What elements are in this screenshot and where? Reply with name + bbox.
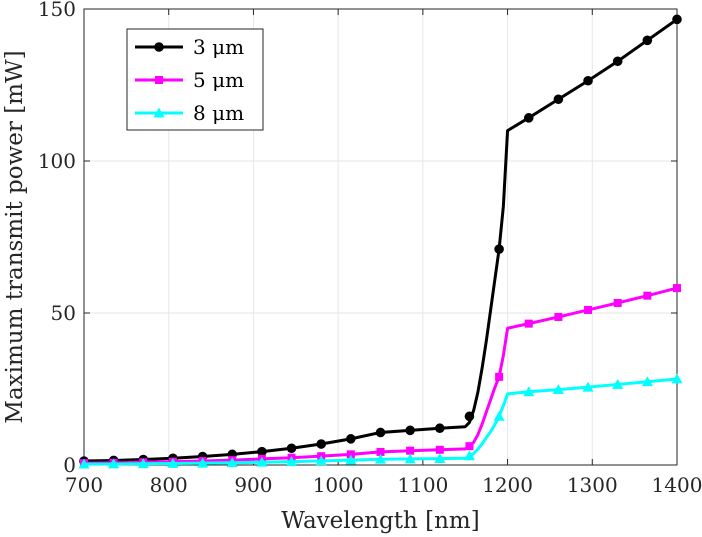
data-point	[346, 434, 356, 444]
data-point	[405, 425, 415, 436]
data-point	[137, 458, 149, 469]
data-point	[495, 372, 504, 381]
data-point	[673, 284, 681, 293]
data-point	[523, 113, 534, 123]
data-point	[584, 305, 593, 314]
axis-ticks: 700 800 900 1000 1100 1200 1300 1400 0 50 100 150	[38, 0, 702, 497]
data-point	[582, 381, 594, 392]
data-point	[108, 458, 120, 469]
data-point	[465, 442, 474, 451]
legend-item: 3 μm	[135, 35, 244, 59]
legend-item: 8 μm	[135, 101, 244, 125]
data-point	[257, 446, 267, 457]
data-point	[346, 450, 355, 459]
data-point	[286, 456, 298, 467]
legend-label: 8 μm	[193, 101, 244, 125]
data-point	[315, 455, 327, 466]
data-point	[286, 443, 297, 454]
data-point	[583, 75, 593, 86]
data-point	[553, 94, 564, 105]
data-point	[167, 457, 179, 468]
data-point	[376, 447, 385, 456]
data-point	[612, 56, 623, 67]
legend-marker	[155, 76, 163, 84]
x-tick-label: 900	[234, 473, 272, 497]
data-point	[256, 456, 268, 467]
data-point	[375, 427, 386, 438]
series-8-mum	[78, 373, 683, 469]
data-point	[404, 453, 416, 464]
data-point	[434, 453, 446, 464]
legend-label: 3 μm	[193, 35, 244, 59]
legend-marker	[154, 42, 164, 52]
plot-frame	[83, 8, 678, 466]
data-point	[642, 35, 653, 46]
y-tick-label: 100	[38, 149, 76, 173]
x-tick-label: 1400	[652, 473, 702, 497]
legend-label: 5 μm	[193, 68, 244, 92]
y-tick-label: 50	[51, 301, 76, 325]
data-point	[494, 244, 504, 254]
x-tick-label: 1000	[313, 473, 364, 497]
x-tick-label: 800	[150, 473, 188, 497]
data-point	[672, 14, 682, 25]
data-point	[375, 453, 386, 464]
y-tick-label: 150	[38, 0, 76, 21]
series-group	[78, 14, 683, 469]
x-tick-label: 1300	[567, 473, 618, 497]
data-point	[316, 439, 327, 449]
legend-marker	[153, 107, 165, 118]
data-point	[671, 373, 683, 384]
legend: 3 μm 5 μm 8 μm	[126, 28, 264, 131]
x-axis-label: Wavelength [nm]	[281, 508, 479, 534]
data-point	[613, 298, 622, 307]
data-point	[612, 378, 624, 389]
data-point	[552, 384, 564, 395]
data-point	[493, 410, 505, 421]
data-point	[345, 454, 357, 465]
data-point	[226, 457, 238, 468]
data-point	[643, 291, 652, 300]
x-tick-label: 1100	[397, 473, 448, 497]
data-point	[641, 376, 653, 387]
data-point	[78, 458, 90, 469]
data-point	[464, 411, 475, 422]
legend-item: 5 μm	[135, 68, 244, 92]
y-axis-label: Maximum transmit power [mW]	[2, 50, 28, 423]
data-point	[523, 386, 535, 397]
y-tick-label: 0	[63, 453, 76, 477]
data-point	[435, 423, 445, 434]
data-point	[197, 457, 209, 468]
data-point	[524, 319, 533, 328]
series-3-mum	[79, 14, 682, 466]
x-tick-label: 700	[65, 473, 103, 497]
data-point	[463, 450, 475, 461]
x-tick-label: 1200	[482, 473, 533, 497]
data-point	[435, 445, 444, 454]
data-point	[554, 312, 563, 321]
data-point	[406, 446, 415, 455]
